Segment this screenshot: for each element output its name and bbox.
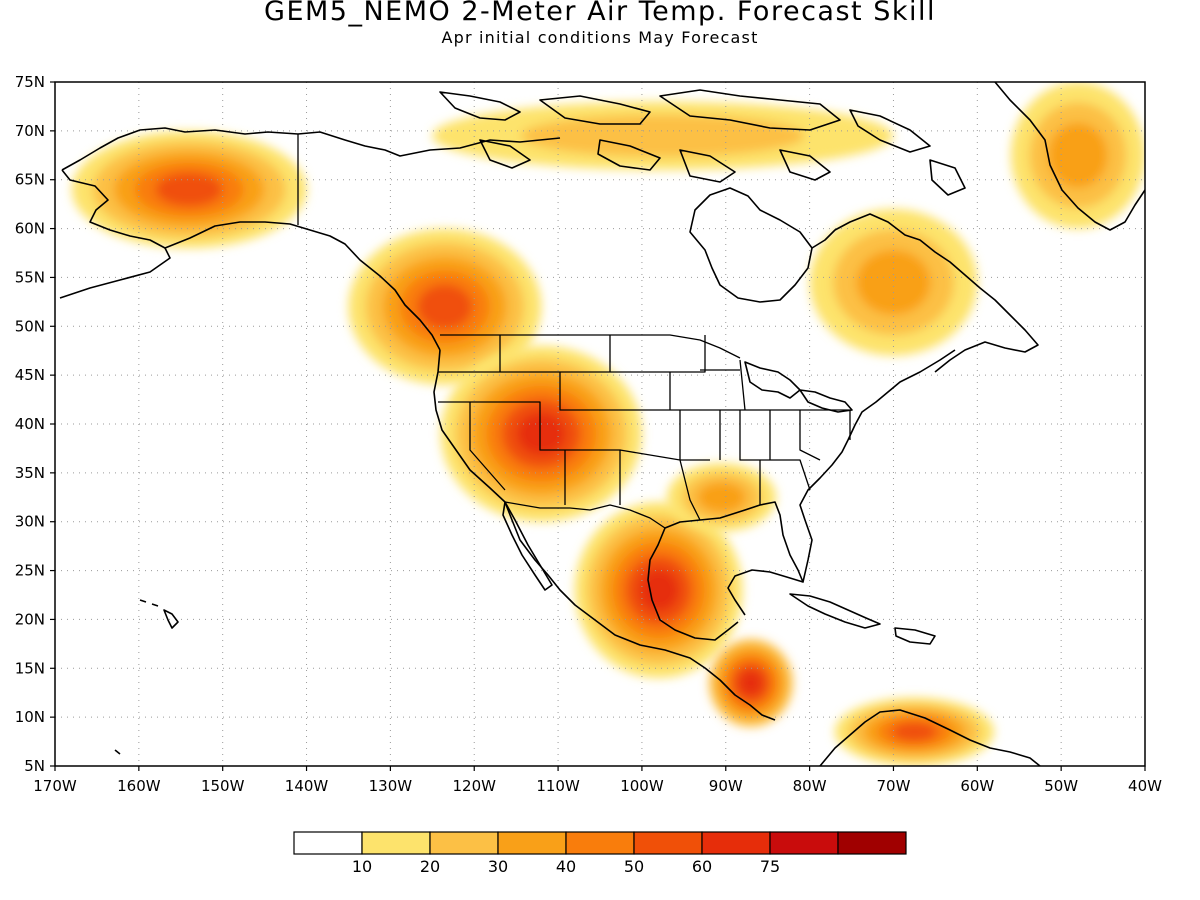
x-tick-label: 150W [201,777,245,795]
skill-region [71,130,307,249]
colorbar-label: 10 [352,857,372,876]
colorbar-label: 60 [692,857,712,876]
alaska-south-coast [59,221,441,351]
longitude-ticks: 170W 160W 150W 140W 130W 120W 110W 100W 90W 80W 70… [33,766,1162,795]
colorbar-label: 75 [760,857,780,876]
colorbar [293,831,907,855]
y-tick-label: 70N [15,122,45,140]
skill-level-patch [516,412,566,456]
colorbar-swatch [701,831,771,855]
x-tick-label: 40W [1128,777,1162,795]
y-tick-label: 45N [15,366,45,384]
colorbar-label: 40 [556,857,576,876]
great-lakes [744,361,853,413]
colorbar-swatch [769,831,839,855]
x-tick-label: 130W [369,777,413,795]
colorbar-swatch [361,831,431,855]
skill-region [834,697,995,766]
y-tick-label: 20N [15,610,45,628]
skill-region [709,638,793,727]
south-america-coast [819,709,1041,766]
map-grid [55,82,1145,766]
colorbar-swatch [565,831,635,855]
arctic-islands [439,89,966,196]
x-tick-label: 60W [960,777,994,795]
skill-region [440,345,642,522]
coastlines [59,82,1145,766]
y-tick-label: 15N [15,659,45,677]
greenland-coast [994,82,1145,231]
colorbar-swatch [633,831,703,855]
alaska-west-coast [61,169,166,249]
x-tick-label: 160W [117,777,161,795]
cuba [789,593,881,629]
x-tick-label: 100W [620,777,664,795]
x-tick-label: 90W [709,777,743,795]
colorbar-swatch [837,831,907,855]
hispaniola [894,627,936,645]
hudson-bay [689,187,813,303]
skill-region [667,463,777,532]
y-tick-label: 75N [15,73,45,91]
skill-level-patch [891,722,938,742]
skill-level-patch [697,482,746,513]
skill-region [1010,82,1145,229]
y-tick-label: 35N [15,464,45,482]
skill-level-patch [738,670,763,696]
y-tick-label: 65N [15,171,45,189]
y-tick-label: 60N [15,220,45,238]
y-tick-label: 5N [24,757,45,775]
x-tick-label: 120W [452,777,496,795]
x-tick-label: 70W [877,777,911,795]
baja-california [502,501,553,591]
colorbar-swatch [293,831,363,855]
latitude-ticks: 75N 70N 65N 60N 55N 50N 45N 40N 35N 30N 25N 20N 15N 1… [15,73,55,775]
skill-level-patch [1048,122,1108,188]
political-boundaries [297,134,851,529]
colorbar-swatch [429,831,499,855]
gulf-east-coast [647,349,956,641]
skill-shading [71,82,1145,766]
skill-level-patch [155,172,223,207]
skill-region [432,101,894,170]
x-tick-label: 170W [33,777,77,795]
map-subtitle: Apr initial conditions May Forecast [441,28,759,47]
skill-level-patch [638,568,680,612]
map-title: GEM5_NEMO 2-Meter Air Temp. Forecast Ski… [264,0,936,27]
skill-level-patch [520,114,805,157]
y-tick-label: 25N [15,562,45,580]
colorbar-swatch [497,831,567,855]
y-tick-label: 40N [15,415,45,433]
colorbar-label: 20 [420,857,440,876]
us-west-coast [433,349,776,721]
y-tick-label: 55N [15,268,45,286]
skill-region [574,502,743,679]
x-tick-label: 140W [285,777,329,795]
colorbar-label: 50 [624,857,644,876]
y-tick-label: 30N [15,513,45,531]
skill-level-patch [417,284,473,330]
skill-region [809,209,978,356]
y-tick-label: 10N [15,708,45,726]
skill-region [348,228,542,385]
x-tick-label: 110W [536,777,580,795]
skill-level-patch [856,249,931,315]
y-tick-label: 50N [15,317,45,335]
x-tick-label: 80W [793,777,827,795]
colorbar-labels: 10 20 30 40 50 60 75 [352,857,780,876]
hawaii-islands [114,599,179,755]
colorbar-label: 30 [488,857,508,876]
labrador-coast [811,213,1039,373]
x-tick-label: 50W [1044,777,1078,795]
